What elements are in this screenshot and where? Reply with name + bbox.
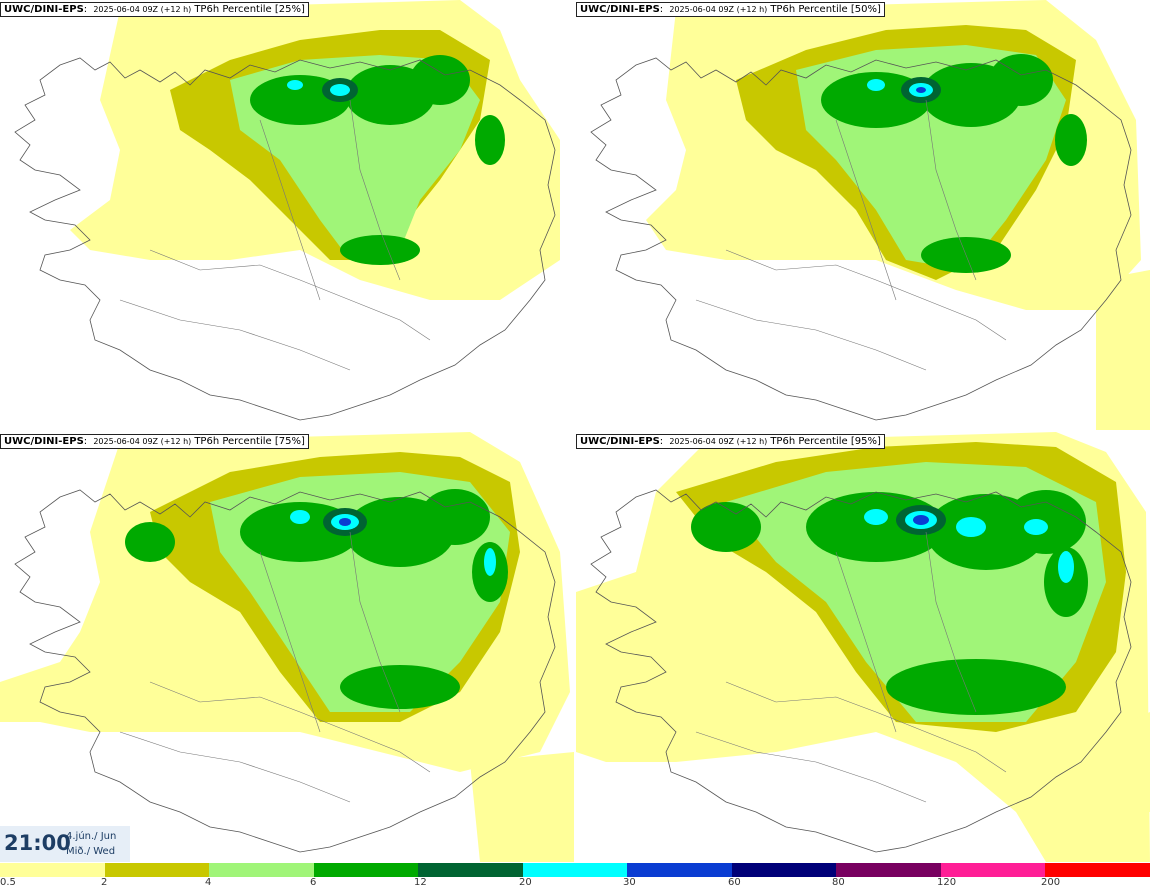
legend-tick-label: 200 <box>1041 877 1061 888</box>
legend-swatch <box>209 863 314 877</box>
source-label: UWC/DINI-EPS <box>580 436 660 447</box>
panel-title: UWC/DINI-EPS: 2025-06-04 09Z (+12 h) TP6h… <box>576 434 885 449</box>
run-label: 2025-06-04 09Z (+12 h) <box>669 437 768 446</box>
legend-swatch <box>627 863 732 877</box>
legend-tick-label: 2 <box>101 877 108 888</box>
panel-title: UWC/DINI-EPS: 2025-06-04 09Z (+12 h) TP6h… <box>0 2 309 17</box>
map-panel-p75: UWC/DINI-EPS: 2025-06-04 09Z (+12 h) TP6h… <box>0 432 574 862</box>
map-panel-p95: UWC/DINI-EPS: 2025-06-04 09Z (+12 h) TP6h… <box>576 432 1150 862</box>
precip-map <box>576 432 1150 862</box>
field-label: TP6h Percentile [50%] <box>770 4 881 15</box>
legend-ticks: 0.5 2 4 6 12 20 30 60 80 120 200 <box>0 877 1150 891</box>
source-label: UWC/DINI-EPS <box>4 436 84 447</box>
map-panel-p50: UWC/DINI-EPS: 2025-06-04 09Z (+12 h) TP6h… <box>576 0 1150 430</box>
run-label: 2025-06-04 09Z (+12 h) <box>93 5 192 14</box>
legend-tick-label: 80 <box>832 877 845 888</box>
field-label: TP6h Percentile [25%] <box>194 4 305 15</box>
legend-tick-label: 12 <box>414 877 427 888</box>
precip-map <box>0 0 574 430</box>
legend-tick-label: 120 <box>937 877 957 888</box>
legend-swatch <box>104 863 210 877</box>
legend-swatch <box>731 863 837 877</box>
legend-swatch <box>313 863 419 877</box>
legend-tick-label: 4 <box>205 877 212 888</box>
field-label: TP6h Percentile [95%] <box>770 436 881 447</box>
legend-swatch <box>522 863 628 877</box>
precip-map <box>576 0 1150 430</box>
legend-swatch <box>1045 863 1150 877</box>
legend-tick-label: 0.5 <box>0 877 16 888</box>
legend-swatch <box>418 863 523 877</box>
color-legend <box>0 863 1150 877</box>
precip-map <box>0 432 574 862</box>
field-label: TP6h Percentile [75%] <box>194 436 305 447</box>
legend-tick-label: 6 <box>310 877 317 888</box>
source-label: UWC/DINI-EPS <box>580 4 660 15</box>
run-label: 2025-06-04 09Z (+12 h) <box>669 5 768 14</box>
valid-date: 4.jún./ Jun <box>66 831 117 842</box>
panel-title: UWC/DINI-EPS: 2025-06-04 09Z (+12 h) TP6h… <box>0 434 309 449</box>
valid-weekday: Mið./ Wed <box>66 846 116 857</box>
valid-time-box: 21:00 4.jún./ Jun Mið./ Wed <box>0 826 130 862</box>
legend-swatch <box>0 863 105 877</box>
legend-swatch <box>940 863 1046 877</box>
source-label: UWC/DINI-EPS <box>4 4 84 15</box>
legend-tick-label: 20 <box>519 877 532 888</box>
panel-title: UWC/DINI-EPS: 2025-06-04 09Z (+12 h) TP6h… <box>576 2 885 17</box>
legend-tick-label: 30 <box>623 877 636 888</box>
legend-tick-label: 60 <box>728 877 741 888</box>
run-label: 2025-06-04 09Z (+12 h) <box>93 437 192 446</box>
valid-time: 21:00 <box>4 831 71 855</box>
map-panel-p25: UWC/DINI-EPS: 2025-06-04 09Z (+12 h) TP6h… <box>0 0 574 430</box>
legend-swatch <box>836 863 941 877</box>
